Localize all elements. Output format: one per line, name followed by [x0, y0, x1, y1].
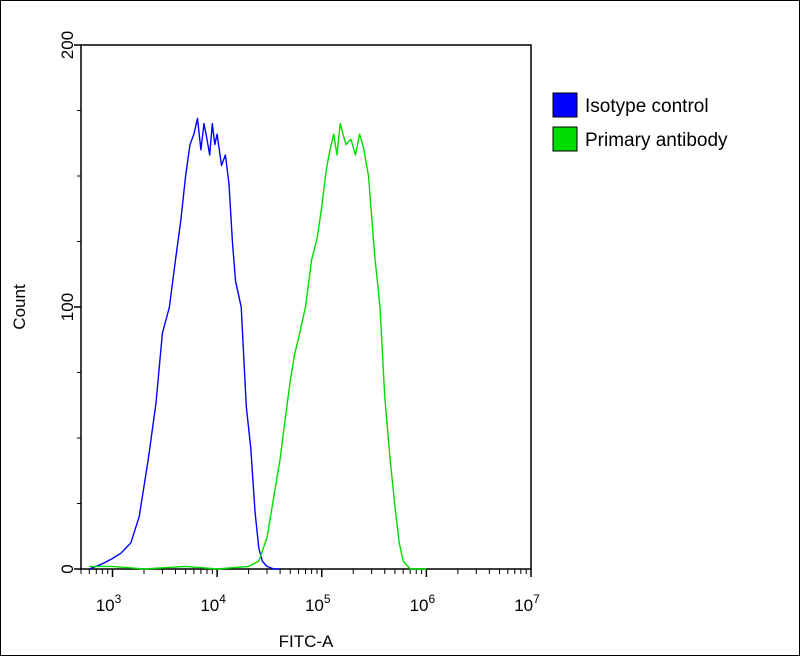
x-tick-base: 10 [514, 596, 533, 615]
x-tick-label: 105 [305, 592, 331, 615]
x-axis-label: FITC-A [279, 632, 334, 651]
y-tick-label: 100 [58, 293, 77, 321]
x-axis-minor-ticks [80, 569, 527, 574]
y-tick-label: 0 [58, 564, 77, 573]
x-tick-label: 104 [200, 592, 226, 615]
x-tick-exponent: 6 [428, 592, 435, 606]
x-tick-exponent: 7 [533, 592, 540, 606]
y-tick-label: 200 [58, 31, 77, 59]
x-tick-base: 10 [305, 596, 324, 615]
x-axis-ticks: 103 104 105 106 107 [96, 569, 540, 615]
legend-swatch [552, 126, 578, 152]
y-axis-label: Count [10, 284, 29, 330]
series-line-isotype-control [89, 117, 281, 570]
x-tick-base: 10 [96, 596, 115, 615]
series-lines [89, 117, 427, 570]
legend: Isotype control Primary antibody [552, 92, 728, 152]
legend-label: Isotype control [585, 96, 709, 117]
x-tick-label: 103 [96, 592, 122, 615]
x-tick-exponent: 5 [324, 592, 331, 606]
x-tick-exponent: 3 [115, 592, 122, 606]
x-tick-base: 10 [410, 596, 429, 615]
series-line-primary-antibody [89, 122, 427, 570]
x-tick-exponent: 4 [219, 592, 226, 606]
legend-swatch [552, 92, 578, 118]
y-axis-ticks: 0 100 200 [58, 31, 81, 574]
x-tick-label: 107 [514, 592, 540, 615]
legend-label: Primary antibody [585, 130, 728, 151]
x-tick-label: 106 [410, 592, 436, 615]
x-tick-base: 10 [200, 596, 219, 615]
